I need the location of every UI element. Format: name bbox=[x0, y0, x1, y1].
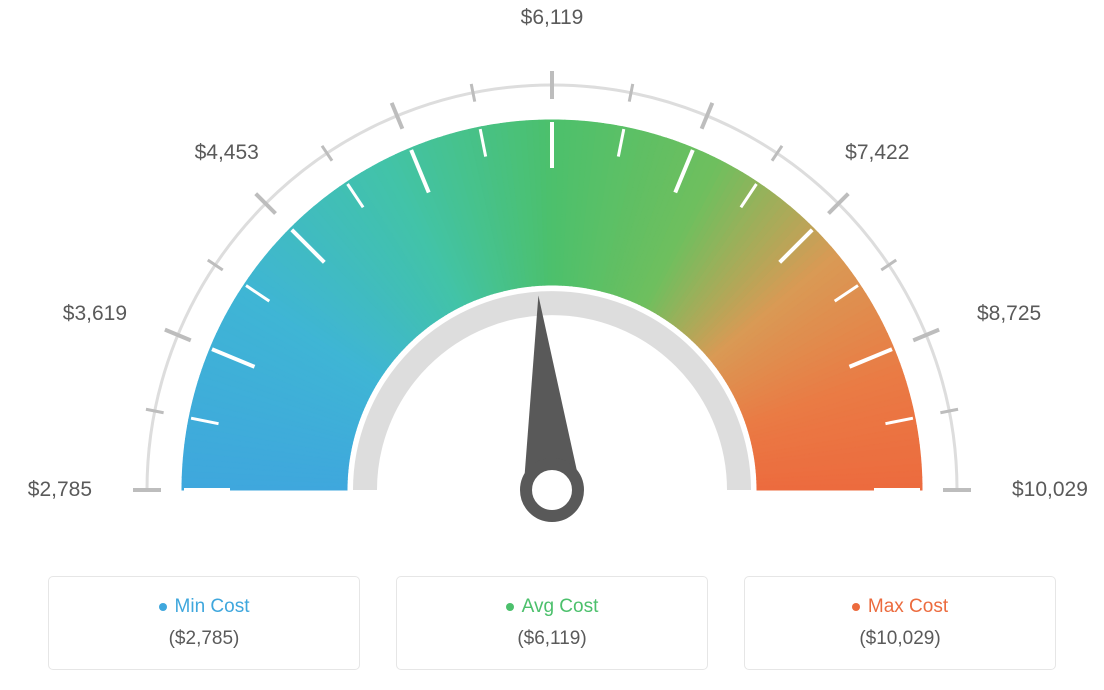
gauge-tick-label: $8,725 bbox=[977, 302, 1041, 326]
legend-value-avg: ($6,119) bbox=[517, 628, 586, 650]
legend-title-avg: Avg Cost bbox=[506, 596, 599, 618]
legend-title-min-text: Min Cost bbox=[175, 596, 250, 618]
legend-dot-max bbox=[852, 603, 860, 611]
legend-dot-avg bbox=[506, 603, 514, 611]
legend-row: Min Cost ($2,785) Avg Cost ($6,119) Max … bbox=[0, 576, 1104, 670]
legend-card-min: Min Cost ($2,785) bbox=[48, 576, 360, 670]
gauge-tick-label: $4,453 bbox=[195, 141, 259, 165]
gauge-tick-label: $10,029 bbox=[1012, 478, 1088, 502]
legend-value-min: ($2,785) bbox=[169, 628, 240, 650]
legend-dot-min bbox=[159, 603, 167, 611]
gauge-tick-label: $3,619 bbox=[63, 302, 127, 326]
gauge-area: $2,785 $3,619 $4,453 $6,119 $7,422 $8,725 $10,… bbox=[0, 0, 1104, 560]
legend-title-max-text: Max Cost bbox=[868, 596, 948, 618]
gauge-tick-label: $6,119 bbox=[521, 6, 584, 30]
legend-title-max: Max Cost bbox=[852, 596, 948, 618]
legend-title-avg-text: Avg Cost bbox=[522, 596, 599, 618]
legend-card-avg: Avg Cost ($6,119) bbox=[396, 576, 708, 670]
gauge-tick-label: $2,785 bbox=[28, 478, 92, 502]
legend-card-max: Max Cost ($10,029) bbox=[744, 576, 1056, 670]
legend-title-min: Min Cost bbox=[159, 596, 250, 618]
gauge-svg bbox=[0, 0, 1104, 560]
gauge-tick-label: $7,422 bbox=[845, 141, 909, 165]
gauge-chart-container: $2,785 $3,619 $4,453 $6,119 $7,422 $8,725 $10,… bbox=[0, 0, 1104, 690]
legend-value-max: ($10,029) bbox=[859, 628, 940, 650]
